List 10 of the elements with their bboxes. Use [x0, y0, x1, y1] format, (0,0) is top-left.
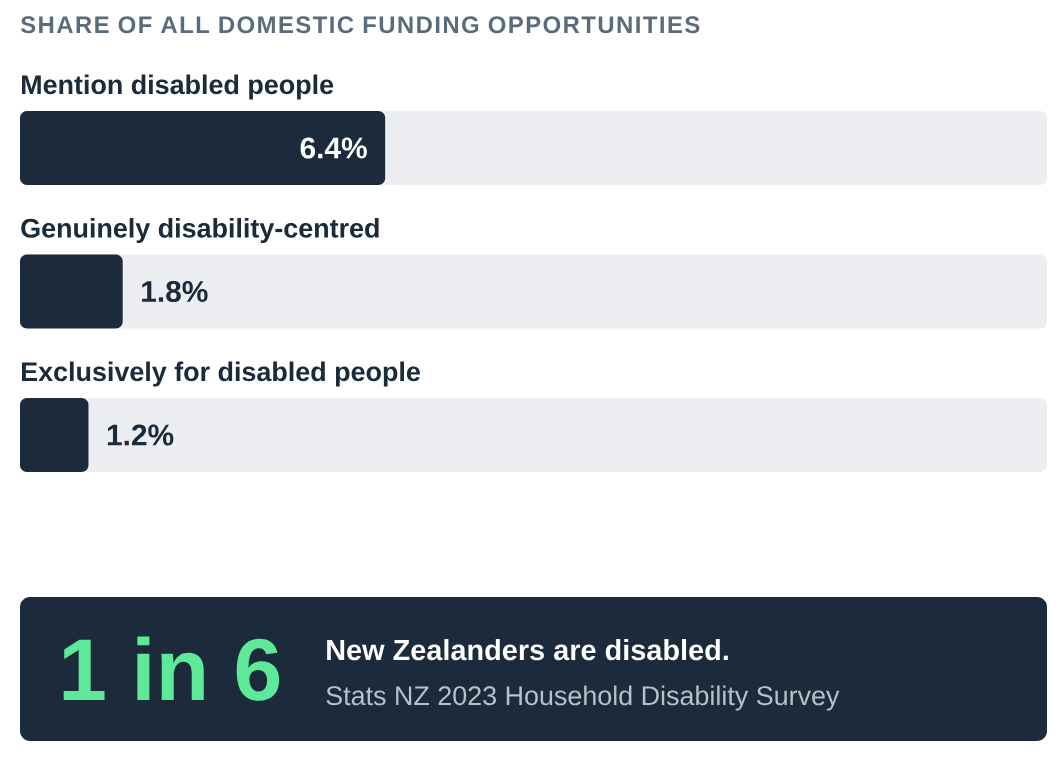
data-label: 6.4% [300, 137, 367, 159]
data-label: 1.2% [107, 424, 174, 446]
y-tick-label: Genuinely disability-centred [21, 217, 379, 244]
chart-title: SHARE OF ALL DOMESTIC FUNDING OPPORTUNITIES [20, 16, 700, 34]
y-tick-label: Exclusively for disabled people [22, 361, 420, 387]
y-tick-label: Mention disabled people [22, 74, 334, 100]
text: New Zealanders are disabled. [327, 639, 728, 661]
text: 1 in 6 [63, 636, 280, 701]
text: Stats NZ 2023 Household Disability Survey [326, 685, 840, 711]
data-label: 1.8% [142, 280, 208, 303]
